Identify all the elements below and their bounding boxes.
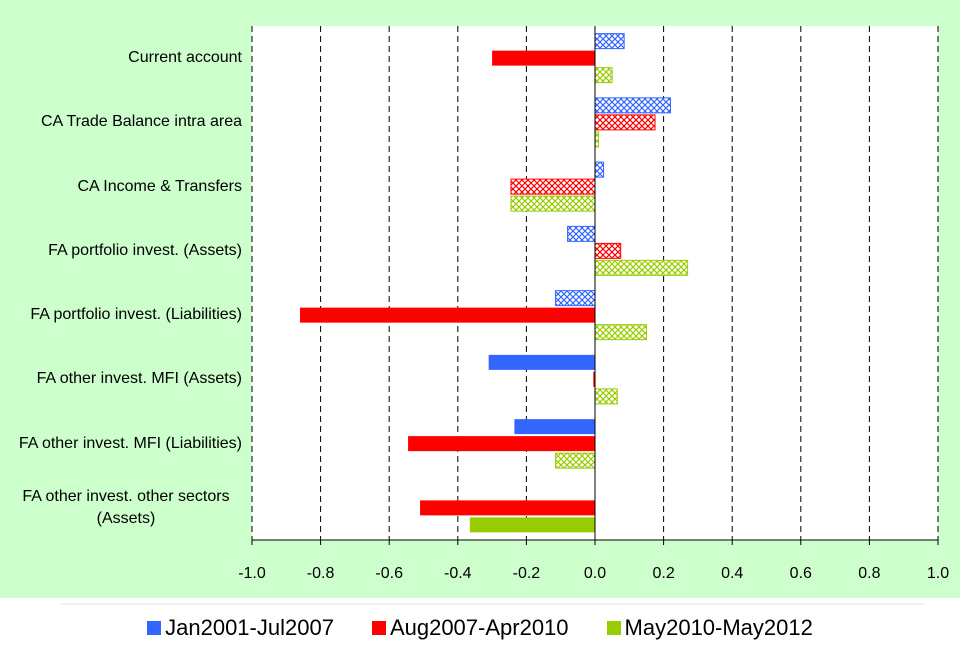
- y-tick-label: FA other invest. MFI (Assets): [0, 347, 242, 411]
- y-tick-text: FA other invest. MFI (Assets): [36, 370, 242, 388]
- bar: [420, 500, 595, 516]
- bar: [593, 371, 595, 387]
- y-tick-label: Current account: [0, 26, 242, 90]
- x-tick-label: 0.8: [858, 565, 880, 582]
- x-tick-label: 0.2: [652, 565, 674, 582]
- legend-swatch: [371, 621, 386, 635]
- x-tick-label: -0.2: [513, 565, 541, 582]
- y-tick-text: CA Trade Balance intra area: [40, 113, 242, 131]
- x-tick-label: -0.4: [444, 565, 472, 582]
- bar: [300, 307, 595, 323]
- y-tick-text: FA other invest. MFI (Liabilities): [18, 434, 242, 452]
- bar: [514, 419, 595, 435]
- bar: [567, 225, 596, 242]
- bar: [594, 388, 618, 405]
- bar: [594, 114, 656, 131]
- legend-item: Aug2007-Apr2010: [371, 615, 569, 641]
- legend-label: Jan2001-Jul2007: [165, 615, 334, 640]
- bar: [594, 33, 625, 50]
- legend-swatch: [606, 621, 621, 635]
- x-tick-label: 0.6: [790, 565, 812, 582]
- bar: [510, 178, 596, 195]
- x-tick-label: -0.8: [307, 565, 335, 582]
- legend-label: May2010-May2012: [624, 615, 813, 640]
- y-tick-label: CA Income & Transfers: [0, 155, 242, 219]
- legend-item: May2010-May2012: [606, 615, 813, 641]
- y-tick-label: CA Trade Balance intra area: [0, 90, 242, 154]
- x-tick-label: 0.0: [584, 565, 606, 582]
- y-tick-text: FA portfolio invest. (Assets): [48, 241, 242, 259]
- y-tick-text: Current account: [128, 49, 242, 67]
- legend-label: Aug2007-Apr2010: [389, 615, 569, 640]
- bar: [594, 324, 647, 341]
- bar: [594, 97, 671, 114]
- bar: [469, 517, 595, 533]
- y-tick-label: FA portfolio invest. (Assets): [0, 219, 242, 283]
- legend-item: Jan2001-Jul2007: [147, 615, 334, 641]
- bar: [408, 436, 595, 452]
- bar: [488, 354, 595, 370]
- legend: Jan2001-Jul2007 Aug2007-Apr2010 May2010-Ma…: [0, 615, 960, 641]
- y-tick-text: FA portfolio invest. (Liabilities): [30, 306, 242, 324]
- y-tick-label: FA other invest. MFI (Liabilities): [0, 412, 242, 476]
- bar: [492, 50, 595, 66]
- bar: [594, 259, 689, 276]
- bar: [555, 290, 596, 307]
- bar: [594, 131, 599, 148]
- y-tick-label: FA portfolio invest. (Liabilities): [0, 283, 242, 347]
- legend-swatch: [147, 621, 162, 635]
- y-tick-text: CA Income & Transfers: [77, 177, 242, 195]
- x-tick-label: -0.6: [375, 565, 403, 582]
- bar: [555, 452, 596, 469]
- bar: [594, 161, 605, 178]
- bar: [510, 195, 596, 212]
- bar: [594, 67, 613, 84]
- bar: [594, 242, 622, 259]
- x-tick-label: 1.0: [927, 565, 949, 582]
- x-tick-label: -1.0: [238, 565, 266, 582]
- y-tick-label: FA other invest. other sectors (Assets): [0, 476, 242, 540]
- y-tick-text: FA other invest. other sectors (Assets): [22, 487, 230, 527]
- x-tick-label: 0.4: [721, 565, 743, 582]
